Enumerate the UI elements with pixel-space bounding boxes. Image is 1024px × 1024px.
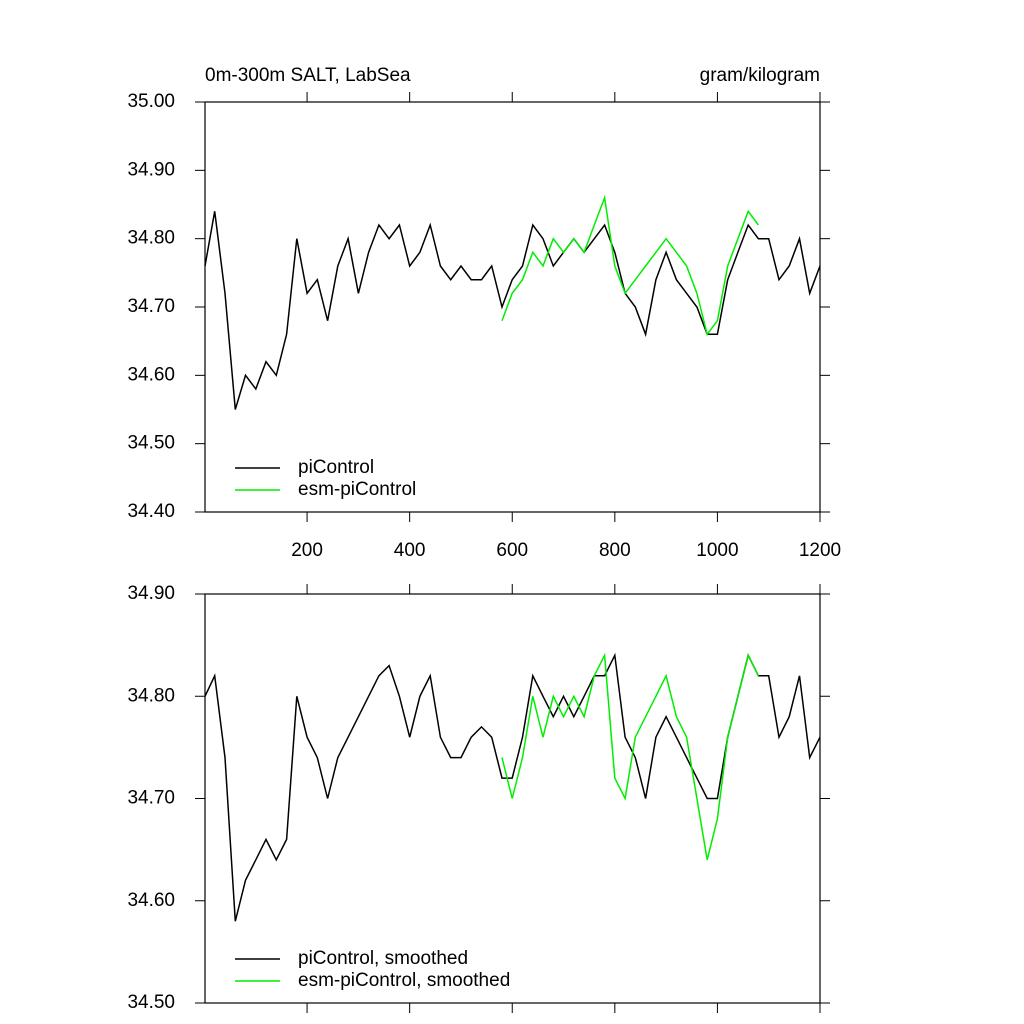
legend-label: esm-piControl <box>298 479 416 500</box>
x-tick-label: 800 <box>599 540 631 561</box>
x-tick-label: 1200 <box>799 540 841 561</box>
legend-label: piControl <box>298 457 374 478</box>
plot-frame <box>204 101 821 513</box>
series-line <box>501 652 760 860</box>
chart-title: 0m-300m SALT, LabSea <box>205 65 411 86</box>
series-line <box>204 652 821 922</box>
y-tick-label: 34.70 <box>127 296 175 317</box>
y-tick-label: 34.70 <box>127 788 175 809</box>
y-tick-label: 34.90 <box>127 583 175 604</box>
x-tick-label: 400 <box>394 540 426 561</box>
x-tick-label: 600 <box>496 540 528 561</box>
y-tick-label: 34.40 <box>127 501 175 522</box>
series-line <box>501 194 760 337</box>
legend-label: esm-piControl, smoothed <box>298 970 510 991</box>
x-tick-label: 200 <box>291 540 323 561</box>
legend-label: piControl, smoothed <box>298 948 468 969</box>
series-line <box>204 211 821 410</box>
y-tick-label: 34.80 <box>127 685 175 706</box>
y-tick-label: 34.80 <box>127 228 175 249</box>
x-tick-label: 1000 <box>696 540 738 561</box>
units-label: gram/kilogram <box>700 65 820 86</box>
y-tick-label: 34.90 <box>127 159 175 180</box>
y-tick-label: 34.60 <box>127 890 175 911</box>
y-tick-label: 35.00 <box>127 91 175 112</box>
y-tick-label: 34.50 <box>127 992 175 1013</box>
y-tick-label: 34.50 <box>127 433 175 454</box>
y-tick-label: 34.60 <box>127 364 175 385</box>
